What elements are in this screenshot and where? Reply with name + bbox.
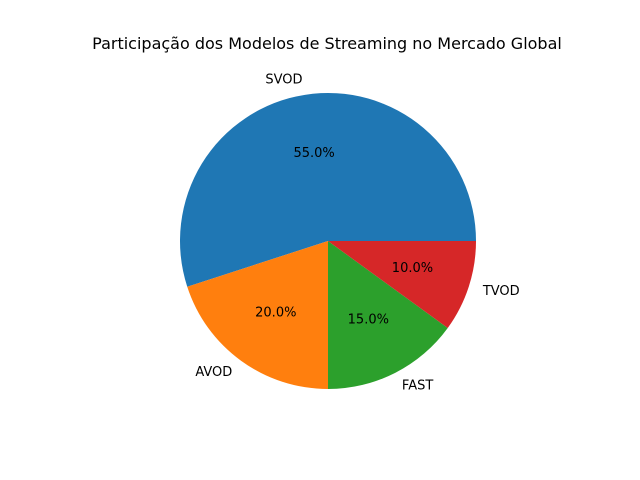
chart-title: Participação dos Modelos de Streaming no…	[92, 34, 562, 53]
category-label-svod: SVOD	[265, 73, 302, 88]
pie-slice-svod	[180, 93, 477, 287]
percent-labels: 55.0% 20.0% 15.0% 10.0%	[255, 146, 433, 328]
pie-slice-fast	[328, 241, 448, 389]
percent-label-svod: 55.0%	[293, 146, 334, 161]
category-labels: SVOD AVOD FAST TVOD	[195, 73, 519, 394]
pie-slice-avod	[187, 241, 328, 389]
category-label-tvod: TVOD	[482, 284, 520, 299]
percent-label-tvod: 10.0%	[392, 261, 433, 276]
percent-label-fast: 15.0%	[348, 313, 389, 328]
pie-slice-tvod	[328, 241, 476, 328]
pie-slices	[180, 93, 477, 389]
category-label-avod: AVOD	[195, 365, 232, 380]
percent-label-avod: 20.0%	[255, 305, 296, 320]
category-label-fast: FAST	[402, 379, 433, 394]
